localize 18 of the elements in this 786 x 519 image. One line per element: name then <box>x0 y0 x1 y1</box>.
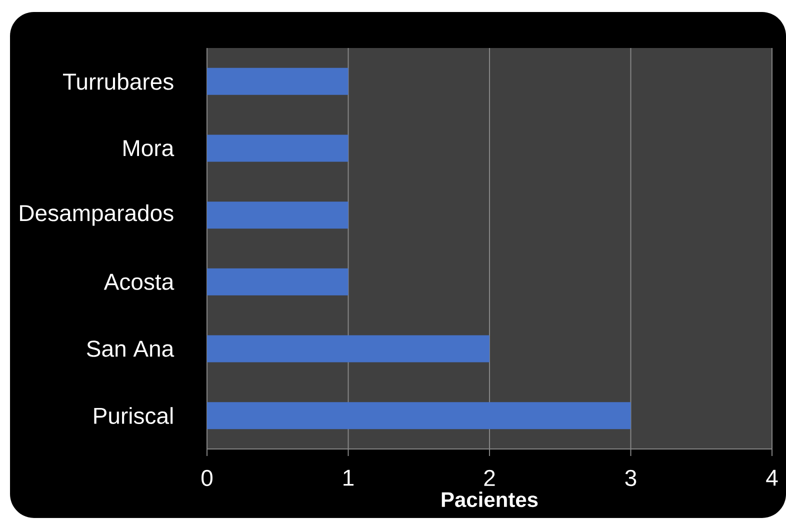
x-tick-label: 4 <box>766 470 778 486</box>
bar <box>207 134 348 162</box>
x-tick-label: 3 <box>625 470 636 486</box>
y-tick-label: Mora <box>124 140 174 156</box>
x-tick-label: 0 <box>202 470 212 486</box>
x-axis-title: Pacientes <box>442 492 538 508</box>
y-tick-label: Puriscal <box>94 407 173 424</box>
y-tick-label: Desamparados <box>20 204 174 226</box>
y-tick-label: Acosta <box>104 274 174 290</box>
x-tick-label: 2 <box>484 470 495 486</box>
bar <box>207 335 490 362</box>
bar <box>207 402 631 430</box>
y-tick-label: Turrubares <box>63 72 174 90</box>
bar <box>207 268 348 296</box>
bar <box>207 202 348 229</box>
y-tick-label: San Ana <box>86 340 174 357</box>
x-tick-label: 1 <box>344 470 354 486</box>
bar <box>207 68 348 95</box>
